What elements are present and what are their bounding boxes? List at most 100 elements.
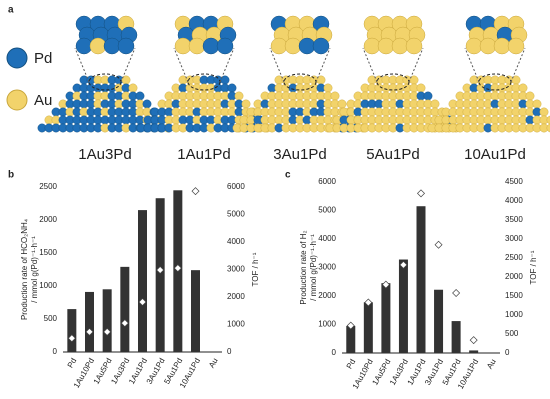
tof-marker — [67, 334, 76, 343]
tof-marker — [173, 264, 182, 273]
y2-tick-label: 1000 — [505, 310, 523, 319]
tof-marker — [191, 187, 200, 196]
y2-tick-label: 2000 — [227, 292, 245, 301]
tof-marker — [364, 298, 373, 307]
x-tick-label: Au — [207, 357, 220, 370]
atom — [142, 99, 152, 109]
panel-label: a — [8, 5, 14, 16]
y2-tick-label: 1000 — [227, 320, 245, 329]
bar — [416, 206, 426, 353]
atom — [493, 37, 511, 55]
y2-tick-label: 0 — [505, 348, 510, 357]
y2-tick-label: 500 — [505, 329, 519, 338]
y2-tick-label: 2500 — [505, 253, 523, 262]
bar — [138, 210, 147, 352]
tof-marker — [434, 240, 443, 249]
panel-label: b — [8, 170, 14, 181]
y2-axis-label: TOF / h⁻¹ — [251, 252, 260, 286]
y2-tick-label: 0 — [227, 347, 232, 356]
y2-tick-label: 2000 — [505, 272, 523, 281]
atom — [117, 37, 135, 55]
bar — [363, 302, 373, 353]
atom — [234, 91, 244, 101]
y-tick-label: 2500 — [39, 182, 57, 191]
bar — [67, 309, 77, 352]
atom — [135, 91, 145, 101]
y-tick-label: 1500 — [39, 248, 57, 257]
bar — [85, 291, 94, 352]
y2-tick-label: 6000 — [227, 182, 245, 191]
atom — [284, 37, 302, 55]
x-tick-label: Pd — [345, 358, 358, 371]
atom — [507, 37, 525, 55]
bar — [191, 270, 200, 352]
atom — [479, 37, 497, 55]
particle-label: 5Au1Pd — [366, 146, 419, 163]
atom — [202, 37, 220, 55]
tof-marker — [381, 280, 390, 289]
y-axis-label: Production rate of H₂ — [299, 230, 308, 304]
y-tick-label: 2000 — [318, 291, 336, 300]
tof-marker — [120, 319, 129, 328]
bar — [381, 283, 391, 353]
tof-marker — [452, 288, 461, 297]
atom — [416, 83, 426, 93]
x-tick-label: Au — [485, 358, 498, 371]
bar — [451, 321, 461, 353]
bar — [346, 325, 356, 353]
legend-label: Au — [34, 92, 52, 109]
y-tick-label: 1000 — [318, 320, 336, 329]
tof-marker — [138, 297, 147, 306]
atom — [405, 37, 423, 55]
atom — [423, 91, 433, 101]
atom — [546, 123, 550, 133]
y-tick-label: 500 — [44, 314, 58, 323]
particle-label: 10Au1Pd — [464, 146, 526, 163]
legend-label: Pd — [34, 50, 52, 67]
atom — [337, 99, 347, 109]
y2-axis-label: TOF / h⁻¹ — [529, 250, 538, 284]
atom — [532, 99, 542, 109]
atom — [103, 37, 121, 55]
tof-marker — [103, 327, 112, 336]
tof-marker — [469, 336, 478, 345]
y-tick-label: 3000 — [318, 263, 336, 272]
particle-label: 1Au3Pd — [78, 146, 131, 163]
atom — [216, 37, 234, 55]
y2-tick-label: 4500 — [505, 177, 523, 186]
atom — [241, 99, 251, 109]
atom — [298, 37, 316, 55]
atom — [75, 37, 93, 55]
atom — [525, 91, 535, 101]
atom — [539, 107, 549, 117]
atom — [128, 83, 138, 93]
y-tick-label: 1000 — [39, 281, 57, 290]
bar — [120, 266, 130, 352]
tof-marker — [346, 321, 355, 330]
y2-tick-label: 1500 — [505, 291, 523, 300]
particle-label: 3Au1Pd — [273, 146, 326, 163]
tof-marker — [417, 189, 425, 198]
atom — [312, 37, 330, 55]
atom — [323, 83, 333, 93]
y-tick-label: 4000 — [318, 234, 336, 243]
y2-tick-label: 3500 — [505, 215, 523, 224]
panel-label: c — [285, 170, 291, 181]
atom — [270, 37, 288, 55]
y-tick-label: 0 — [53, 347, 58, 356]
y-tick-label: 0 — [332, 348, 337, 357]
y-axis-label: / mmol g(Pd)⁻¹·h⁻¹ — [30, 236, 39, 303]
y-axis-label: / mmol g(Pd)⁻¹·h⁻¹ — [309, 234, 318, 301]
tof-marker — [156, 266, 165, 275]
bar — [155, 198, 165, 352]
bar — [398, 259, 408, 353]
bar — [469, 350, 479, 353]
atom — [430, 99, 440, 109]
y2-tick-label: 5000 — [227, 210, 245, 219]
atom — [377, 37, 395, 55]
y-tick-label: 6000 — [318, 177, 336, 186]
y2-tick-label: 3000 — [505, 234, 523, 243]
y-tick-label: 2000 — [39, 215, 57, 224]
bar — [434, 289, 444, 353]
